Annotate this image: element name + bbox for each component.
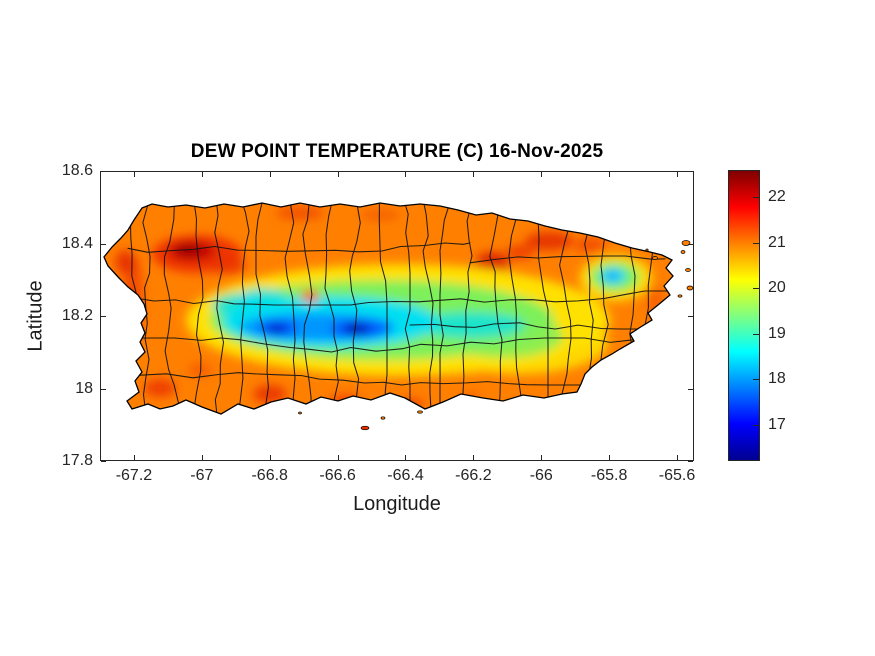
municipality-boundary-line [235,203,250,414]
municipality-boundary-line [402,203,411,414]
municipality-boundary-line [284,203,296,414]
x-tick-label: -67 [190,467,214,484]
municipality-boundary-line [409,322,656,330]
x-tick-label: -67.2 [115,467,153,484]
y-tick-mark-right [688,171,693,172]
x-tick-label: -66 [529,467,553,484]
x-tick-mark [201,455,203,460]
x-tick-label: -66.4 [387,467,424,484]
colorbar-tick-mark [753,333,759,335]
y-tick-mark [101,461,106,462]
municipality-boundary-line [439,204,450,414]
colorbar-tick-label: 22 [768,188,786,206]
municipality-boundary-line [489,203,503,414]
colorbar-tick-label: 18 [768,370,786,388]
municipality-boundary-line [378,203,388,414]
y-tick-label: 17.8 [61,452,93,469]
x-tick-mark [337,455,339,460]
x-tick-mark-top [473,172,475,177]
municipality-boundary-line [111,337,641,353]
municipality-boundary-line [163,203,181,414]
chart-title: DEW POINT TEMPERATURE (C) 16-Nov-2025 [190,141,604,162]
municipality-boundary-line [324,203,339,414]
y-tick-mark-right [688,388,693,390]
x-tick-mark [473,455,475,460]
x-tick-mark [405,455,407,460]
municipality-boundary-line [214,203,225,414]
x-tick-mark-top [405,172,407,177]
colorbar [728,170,760,461]
y-tick-mark [101,171,106,172]
y-tick-mark [101,316,106,317]
x-tick-label: -66.6 [319,467,356,484]
municipality-boundary-line [255,203,269,414]
municipality-boundary-line [508,203,525,414]
y-tick-mark [101,243,106,245]
colorbar-tick-label: 17 [768,415,786,433]
x-tick-mark-top [269,172,271,177]
x-tick-mark-top [337,172,339,177]
y-tick-mark [101,388,106,390]
colorbar-tick-mark [753,288,759,290]
x-tick-label: -66.8 [251,467,288,484]
y-tick-label: 18.6 [61,162,93,179]
municipality-boundary-line [127,242,471,253]
x-tick-label: -65.8 [590,467,628,484]
x-axis-label: Longitude [353,493,441,515]
x-tick-mark-top [133,172,135,177]
municipality-boundary-line [462,204,473,414]
municipality-boundary-line [469,255,666,264]
x-tick-mark [133,455,135,460]
x-tick-mark-top [677,172,679,177]
municipality-boundary-line [422,203,434,414]
x-tick-mark-top [609,172,611,177]
x-tick-mark-top [541,172,543,177]
x-tick-mark [269,455,271,460]
plot-area [100,171,694,461]
y-tick-label: 18 [75,379,93,397]
x-tick-mark [677,455,679,460]
y-tick-label: 18.2 [61,307,93,324]
x-tick-mark [609,455,611,460]
x-tick-label: -66.2 [455,467,492,484]
colorbar-tick-mark [753,197,759,199]
y-tick-mark-right [688,316,693,317]
municipality-boundary-line [302,203,313,414]
colorbar-tick-mark [753,424,759,426]
municipality-boundary-line [139,372,601,386]
y-tick-label: 18.4 [61,234,93,252]
colorbar-tick-mark [753,242,759,244]
y-tick-mark-right [688,243,693,245]
puerto-rico-map [103,202,694,431]
colorbar-tick-mark [753,379,759,381]
x-tick-mark [541,455,543,460]
colorbar-tick-label: 21 [768,233,786,251]
municipality-boundary-line [105,290,673,306]
y-axis-label: Latitude [24,280,47,352]
colorbar-tick-label: 19 [768,324,786,342]
y-tick-mark-right [688,461,693,462]
municipality-boundary-line [537,203,549,414]
municipality-boundary-line [192,203,204,414]
x-tick-mark-top [201,172,203,177]
colorbar-tick-label: 20 [768,279,786,297]
x-tick-label: -65.6 [658,467,696,484]
dewpoint-field [104,203,673,414]
